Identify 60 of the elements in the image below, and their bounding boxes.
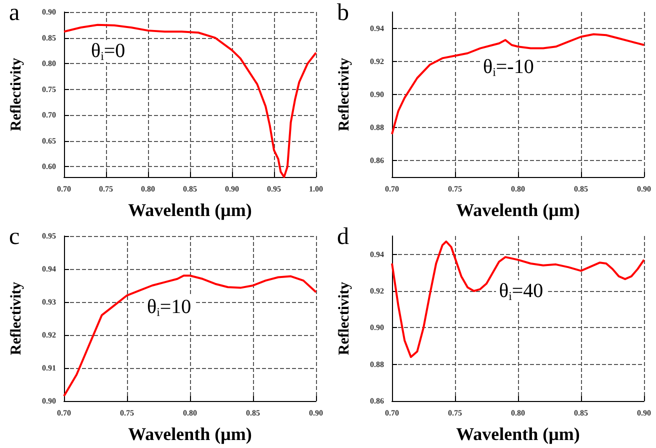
y-tick-label: 0.75 bbox=[42, 84, 56, 94]
y-tick-label: 0.94 bbox=[370, 24, 384, 33]
x-tick-label: 0.85 bbox=[246, 408, 260, 418]
x-tick-label: 0.70 bbox=[385, 408, 399, 418]
y-tick-label: 0.70 bbox=[42, 110, 56, 120]
line-series bbox=[391, 240, 645, 358]
x-tick-label: 0.80 bbox=[141, 184, 155, 194]
y-tick-label: 0.92 bbox=[42, 330, 56, 340]
y-tick-label: 0.93 bbox=[42, 298, 56, 306]
y-tick-label: 0.65 bbox=[42, 136, 56, 146]
x-tick-label: 0.85 bbox=[183, 184, 197, 194]
y-tick-label: 0.95 bbox=[42, 232, 56, 240]
y-tick-label: 0.94 bbox=[370, 250, 384, 259]
x-tick-label: 0.75 bbox=[99, 184, 113, 194]
x-tick-label: 0.70 bbox=[57, 408, 71, 418]
x-tick-label: 0.90 bbox=[637, 408, 651, 418]
y-tick-label: 0.91 bbox=[42, 364, 56, 372]
y-axis-title: Reflectivity bbox=[336, 281, 352, 356]
y-tick-label: 0.90 bbox=[370, 323, 384, 332]
x-tick-label: 0.70 bbox=[385, 184, 399, 194]
x-tick-label: 0.85 bbox=[574, 184, 588, 194]
x-tick-label: 0.75 bbox=[448, 184, 462, 194]
x-tick-label: 0.95 bbox=[267, 184, 281, 194]
y-tick-label: 0.88 bbox=[370, 360, 384, 369]
x-tick-label: 0.80 bbox=[511, 184, 525, 194]
x-tick-label: 0.90 bbox=[225, 184, 239, 194]
chart-title: d bbox=[337, 224, 349, 250]
x-tick-label: 0.85 bbox=[574, 408, 588, 418]
x-axis-title: Wavelenth (μm) bbox=[128, 424, 252, 444]
x-tick-label: 0.75 bbox=[120, 408, 134, 418]
y-tick-label: 0.60 bbox=[42, 162, 56, 172]
y-axis-title: Reflectivity bbox=[8, 57, 24, 132]
y-tick-label: 0.90 bbox=[370, 90, 384, 99]
x-tick-label: 0.90 bbox=[637, 184, 651, 194]
chart-title: c bbox=[9, 224, 20, 250]
line-series bbox=[63, 274, 317, 398]
y-tick-label: 0.94 bbox=[42, 264, 56, 274]
y-tick-label: 0.90 bbox=[42, 8, 56, 16]
y-tick-label: 0.86 bbox=[370, 396, 384, 406]
x-tick-label: 0.80 bbox=[183, 408, 197, 418]
y-tick-label: 0.80 bbox=[42, 59, 56, 68]
y-axis-title: Reflectivity bbox=[336, 57, 352, 132]
chart-title: b bbox=[337, 0, 349, 26]
x-tick-label: 0.80 bbox=[511, 408, 525, 418]
chart-title: a bbox=[9, 0, 20, 26]
y-tick-label: 0.92 bbox=[370, 57, 384, 66]
line-series bbox=[391, 33, 645, 136]
y-tick-label: 0.90 bbox=[42, 396, 56, 406]
y-tick-label: 0.86 bbox=[370, 156, 384, 165]
y-tick-label: 0.88 bbox=[370, 123, 384, 132]
y-axis-title: Reflectivity bbox=[8, 281, 24, 356]
x-axis-title: Wavelenth (μm) bbox=[456, 424, 580, 444]
y-tick-label: 0.92 bbox=[370, 286, 384, 296]
x-tick-label: 0.90 bbox=[309, 408, 323, 418]
x-axis-title: Wavelenth (μm) bbox=[128, 200, 252, 220]
x-tick-label: 1.00 bbox=[309, 184, 323, 194]
x-axis-title: Wavelenth (μm) bbox=[456, 200, 580, 220]
y-tick-label: 0.85 bbox=[42, 33, 56, 42]
x-tick-label: 0.70 bbox=[57, 184, 71, 194]
x-tick-label: 0.75 bbox=[448, 408, 462, 418]
